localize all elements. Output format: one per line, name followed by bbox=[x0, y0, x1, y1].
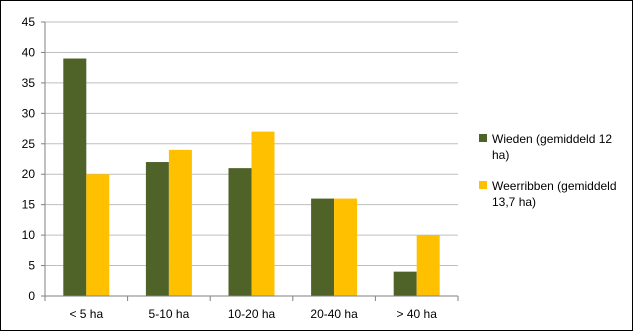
y-tick-labels: 0 5 10 15 20 25 30 35 40 45 bbox=[22, 15, 36, 303]
y-tick-label: 45 bbox=[22, 15, 36, 29]
bar-weerribben bbox=[416, 235, 440, 296]
bar-wieden bbox=[228, 168, 252, 296]
legend-label-weerribben: Weerribben (gemiddeld 13,7 ha) bbox=[492, 179, 617, 209]
y-tick-label: 0 bbox=[28, 289, 35, 303]
y-tick-label: 30 bbox=[22, 106, 36, 120]
bar-weerribben bbox=[168, 149, 192, 296]
x-tick-label: > 40 ha bbox=[397, 307, 438, 321]
axes bbox=[41, 21, 459, 301]
legend-swatch-wieden bbox=[479, 134, 487, 142]
bar-weerribben bbox=[251, 131, 275, 296]
y-tick-label: 25 bbox=[22, 137, 36, 151]
bar-wieden bbox=[311, 198, 335, 296]
bar-wieden bbox=[145, 162, 169, 296]
legend-label-wieden: Wieden (gemiddeld 12 ha) bbox=[492, 132, 613, 162]
legend-item-wieden: Wieden (gemiddeld 12 ha) bbox=[479, 131, 629, 163]
bar-weerribben bbox=[334, 198, 358, 296]
y-tick-label: 40 bbox=[22, 45, 36, 59]
y-tick-label: 5 bbox=[28, 259, 35, 273]
x-tick-labels: < 5 ha 5-10 ha 10-20 ha 20-40 ha > 40 ha bbox=[69, 307, 437, 321]
bars bbox=[63, 58, 440, 297]
legend: Wieden (gemiddeld 12 ha) Weerribben (gem… bbox=[479, 131, 629, 225]
y-tick-label: 10 bbox=[22, 228, 36, 242]
bar-wieden bbox=[393, 271, 417, 296]
y-tick-label: 20 bbox=[22, 167, 36, 181]
x-tick-label: < 5 ha bbox=[69, 307, 103, 321]
x-tick-label: 10-20 ha bbox=[228, 307, 276, 321]
bar-wieden bbox=[63, 58, 87, 297]
x-tick-label: 20-40 ha bbox=[310, 307, 358, 321]
legend-swatch-weerribben bbox=[479, 181, 487, 189]
x-tick-label: 5-10 ha bbox=[149, 307, 190, 321]
y-tick-label: 35 bbox=[22, 76, 36, 90]
bar-weerribben bbox=[86, 174, 110, 296]
legend-item-weerribben: Weerribben (gemiddeld 13,7 ha) bbox=[479, 178, 629, 210]
y-tick-label: 15 bbox=[22, 198, 36, 212]
